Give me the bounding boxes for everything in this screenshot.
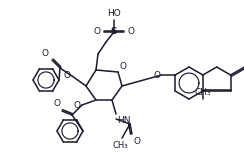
Text: CH₃: CH₃ xyxy=(194,88,211,97)
Text: O: O xyxy=(134,137,141,146)
Text: CH₃: CH₃ xyxy=(112,141,128,150)
Text: HN: HN xyxy=(117,116,131,125)
Text: S: S xyxy=(111,28,117,36)
Text: O: O xyxy=(53,99,60,108)
Text: O: O xyxy=(73,102,80,111)
Text: HO: HO xyxy=(107,9,121,18)
Text: O: O xyxy=(119,62,126,71)
Text: O: O xyxy=(153,71,161,79)
Text: O: O xyxy=(42,49,49,58)
Text: O: O xyxy=(94,28,101,36)
Text: O: O xyxy=(127,28,134,36)
Text: O: O xyxy=(63,71,70,81)
